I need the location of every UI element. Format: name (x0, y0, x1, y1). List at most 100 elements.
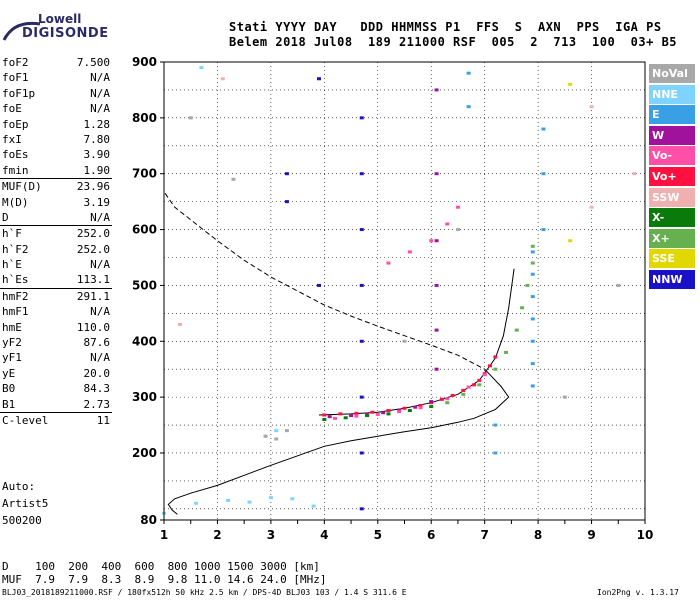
param-name: h`F2 (2, 242, 29, 256)
param-value: N/A (90, 102, 110, 116)
data-point-nnw (284, 200, 289, 204)
param-row: hmF1 N/A (0, 304, 112, 319)
data-point-x (386, 412, 391, 416)
param-value: 1.28 (83, 117, 111, 131)
param-row: yF1 N/A (0, 350, 112, 365)
x-tick-label: 5 (374, 528, 382, 542)
legend-item: NNW (649, 269, 695, 289)
data-point-vo (407, 250, 412, 254)
param-name: fxI (2, 132, 22, 146)
data-point-nnw (359, 172, 364, 176)
param-row: fmin 1.90 (0, 163, 112, 178)
data-point-x (407, 409, 412, 413)
data-point-noval (263, 434, 268, 438)
data-point-w (434, 367, 439, 371)
param-row: h`F 252.0 (0, 225, 112, 241)
param-row: foF1p N/A (0, 86, 112, 101)
data-point-x (461, 392, 466, 396)
legend: NoVal NNE E W Vo- Vo+ SSW X- X+ SSE NNW (649, 64, 695, 291)
param-name: yF1 (2, 351, 22, 365)
data-point-e (530, 317, 535, 321)
legend-item: NoVal (649, 64, 695, 83)
data-point-w (365, 412, 370, 416)
data-point-w (349, 414, 354, 418)
y-tick-label: 900 (132, 55, 157, 69)
data-point-nnw (359, 283, 364, 287)
data-point-vo (450, 393, 455, 397)
param-name: foEs (2, 148, 29, 162)
d-row: D 100 200 400 600 800 1000 1500 3000 [km… (2, 560, 320, 573)
param-value: N/A (90, 71, 110, 85)
param-name: foF1 (2, 71, 29, 85)
legend-item: Vo- (649, 146, 695, 166)
data-point-x (445, 401, 450, 405)
param-value: 20.0 (83, 366, 111, 380)
data-point-x (477, 383, 482, 387)
profile-curve-dashed (164, 193, 485, 370)
param-name: yE (2, 366, 16, 380)
param-row: hmE 110.0 (0, 320, 112, 335)
legend-item: X- (649, 208, 695, 228)
param-name: hmE (2, 320, 22, 334)
logo-text-top: Lowell (38, 12, 82, 26)
data-point-nne (274, 429, 279, 433)
param-value: N/A (90, 351, 110, 365)
data-point-nne (268, 496, 273, 500)
param-name: M(D) (2, 195, 29, 209)
data-point-vo (461, 388, 466, 392)
data-point-x (530, 261, 535, 265)
data-point-e (541, 228, 546, 232)
data-point-w (434, 239, 439, 243)
param-value: N/A (90, 305, 110, 319)
param-row: yF2 87.6 (0, 335, 112, 350)
data-point-vo (338, 412, 343, 416)
data-point-nnw (359, 395, 364, 399)
data-point-vo (466, 385, 471, 389)
data-point-vo (488, 364, 493, 368)
param-name: yF2 (2, 336, 22, 350)
profile-curve-solid (167, 368, 510, 515)
data-point-nnw (359, 451, 364, 455)
data-point-w (327, 415, 332, 419)
footer-version: Ion2Png v. 1.3.17 (597, 588, 679, 597)
y-tick-label: 200 (132, 446, 157, 460)
data-point-e (541, 172, 546, 176)
legend-item: W (649, 125, 695, 145)
data-point-vo (370, 410, 375, 414)
data-point-x (343, 416, 348, 420)
data-point-nne (247, 500, 252, 504)
legend-item: Vo+ (649, 166, 695, 186)
data-point-vo (418, 404, 423, 407)
auto-code: 500200 (2, 514, 42, 527)
data-point-noval (231, 177, 236, 181)
points-layer (162, 66, 637, 515)
data-point-nne (311, 504, 316, 508)
data-point-e (530, 295, 535, 299)
data-point-ssw (178, 323, 183, 327)
x-tick-label: 7 (480, 528, 488, 542)
logo-text-bottom: DIGISONDE (22, 26, 109, 41)
param-name: h`F (2, 227, 22, 241)
data-point-x (514, 328, 519, 332)
x-tick-label: 6 (427, 528, 435, 542)
data-point-sse (568, 239, 573, 243)
data-point-vo (445, 397, 450, 401)
data-point-nnw (316, 283, 321, 287)
param-name: hmF1 (2, 305, 29, 319)
param-value: 3.19 (83, 195, 111, 209)
data-point-sse (568, 82, 573, 86)
data-point-x (525, 283, 530, 287)
logo-swoosh-icon (2, 21, 41, 41)
legend-item: SSE (649, 249, 695, 269)
parameter-panel: foF2 7.500 foF1 N/A foF1p N/A foE N/A foEp 1.28 fx… (0, 55, 112, 428)
data-point-x (520, 306, 525, 310)
data-point-vo (386, 409, 391, 413)
data-point-ssw (589, 105, 594, 109)
data-point-nne (290, 497, 295, 501)
x-tick-label: 4 (320, 528, 328, 542)
param-value: 3.90 (83, 148, 111, 162)
data-point-ssw (589, 205, 594, 209)
data-point-e (530, 384, 535, 388)
data-point-x (429, 405, 434, 409)
data-point-nne (226, 498, 231, 502)
